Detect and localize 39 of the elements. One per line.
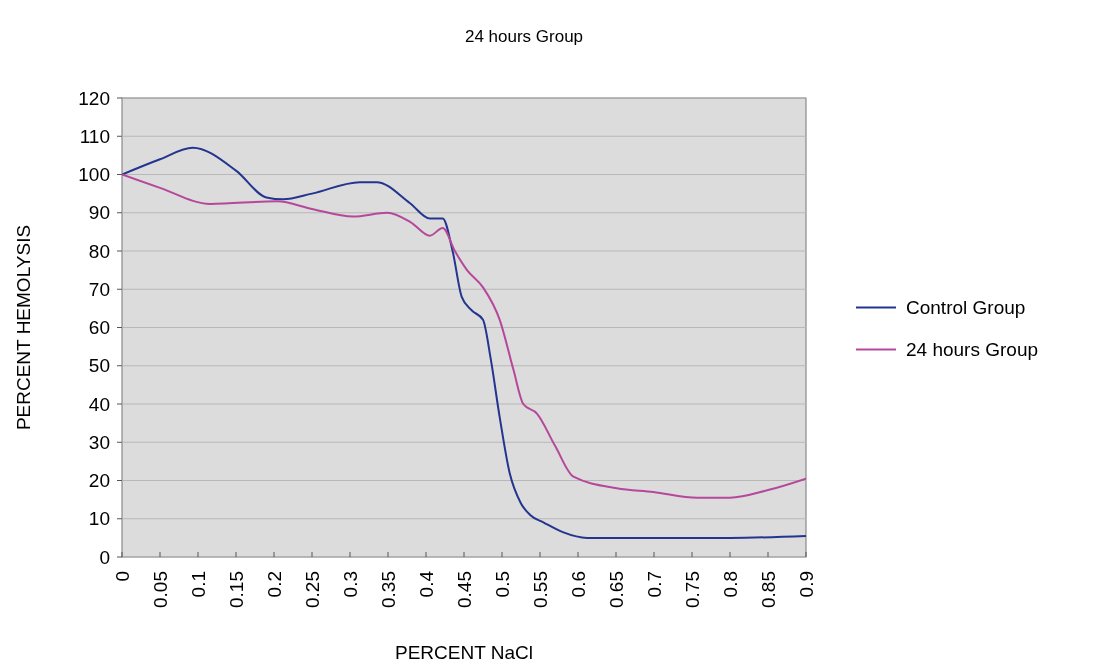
x-tick-label: 0.15	[225, 571, 247, 608]
y-tick-label: 20	[88, 470, 110, 492]
x-tick-label: 0.65	[605, 571, 627, 608]
x-tick-label: 0.35	[377, 571, 399, 608]
x-tick-label: 0.1	[187, 571, 209, 598]
y-tick-label: 40	[88, 393, 110, 415]
x-tick-label: 0	[111, 571, 133, 582]
x-axis-title: PERCENT NaCl	[395, 642, 533, 663]
y-tick-label: 60	[88, 317, 110, 339]
x-tick-label: 0.3	[339, 571, 361, 598]
y-tick-label: 70	[88, 278, 110, 300]
line-series	[122, 146, 806, 539]
x-tick-label: 0.85	[757, 571, 779, 608]
chart-title: 24 hours Group	[464, 27, 584, 46]
x-tick-label: 0.7	[643, 571, 665, 598]
legend-label: 24 hours Group	[906, 339, 1039, 361]
line-series	[122, 173, 806, 499]
y-tick-label: 10	[88, 508, 110, 530]
y-tick-label: 100	[78, 164, 110, 186]
x-tick-label: 0.9	[795, 571, 817, 598]
x-tick-label: 0.25	[301, 571, 323, 608]
y-axis-title: PERCENT HEMOLYSIS	[13, 224, 34, 431]
y-tick-label: 120	[78, 87, 110, 109]
x-tick-label: 0.8	[719, 571, 741, 598]
x-tick-label: 0.2	[263, 571, 285, 598]
y-tick-label: 110	[79, 125, 110, 147]
x-tick-label: 0.6	[567, 571, 589, 598]
y-tick-label: 30	[88, 431, 110, 453]
y-tick-label: 90	[88, 202, 110, 224]
x-tick-label: 0.5	[491, 571, 513, 598]
x-tick-label: 0.55	[529, 571, 551, 608]
x-tick-label: 0.75	[681, 571, 703, 608]
y-tick-label: 80	[88, 240, 110, 262]
y-tick-label: 50	[88, 355, 110, 377]
x-tick-label: 0.45	[453, 571, 475, 608]
legend-label: Control Group	[906, 297, 1026, 319]
x-tick-label: 0.4	[415, 570, 437, 598]
x-tick-label: 0.05	[149, 571, 171, 608]
y-tick-label: 0	[99, 546, 110, 568]
